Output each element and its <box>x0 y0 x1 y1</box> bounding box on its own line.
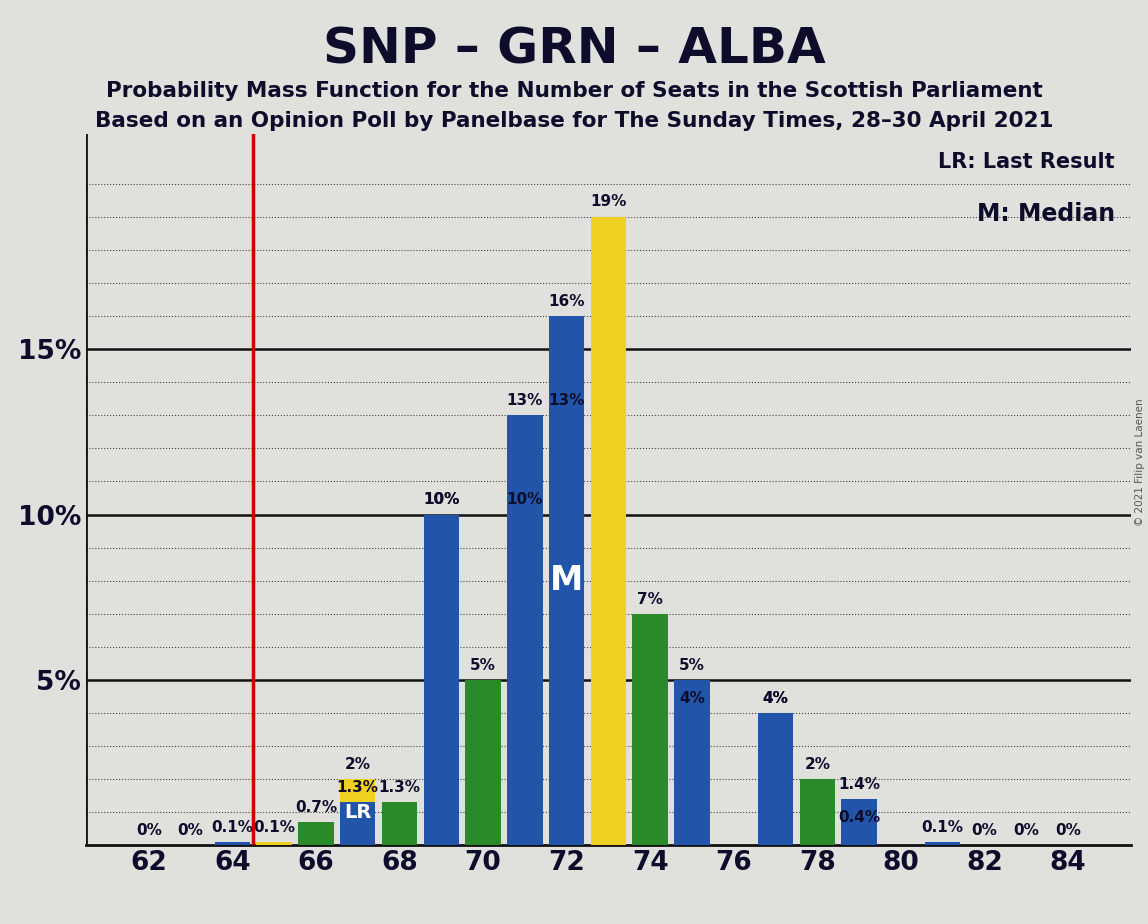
Text: 0%: 0% <box>135 823 162 838</box>
Text: 4%: 4% <box>762 691 789 706</box>
Text: 5%: 5% <box>680 658 705 673</box>
Text: 7%: 7% <box>637 591 664 606</box>
Text: 19%: 19% <box>590 194 627 210</box>
Text: 4%: 4% <box>680 691 705 706</box>
Bar <box>382 802 417 845</box>
Text: 0.4%: 0.4% <box>838 810 881 825</box>
Text: 0.7%: 0.7% <box>295 800 338 815</box>
Text: 0%: 0% <box>178 823 203 838</box>
Text: 16%: 16% <box>549 294 584 309</box>
Bar <box>549 316 584 845</box>
Bar <box>507 515 543 845</box>
Bar <box>758 713 793 845</box>
Text: 2%: 2% <box>344 757 371 772</box>
Bar <box>841 799 877 845</box>
Text: 1.4%: 1.4% <box>838 777 881 792</box>
Bar <box>674 713 709 845</box>
Text: 0.1%: 0.1% <box>211 820 254 835</box>
Bar <box>591 217 626 845</box>
Text: 0%: 0% <box>1055 823 1081 838</box>
Text: Based on an Opinion Poll by Panelbase for The Sunday Times, 28–30 April 2021: Based on an Opinion Poll by Panelbase fo… <box>95 111 1053 131</box>
Bar <box>841 833 877 845</box>
Text: 13%: 13% <box>506 393 543 408</box>
Text: 4%: 4% <box>762 691 789 706</box>
Bar <box>256 842 292 845</box>
Bar <box>215 842 250 845</box>
Bar <box>758 713 793 845</box>
Text: 0.1%: 0.1% <box>254 820 295 835</box>
Bar <box>340 802 375 845</box>
Bar <box>633 614 668 845</box>
Bar <box>674 680 709 845</box>
Text: M: M <box>550 565 583 597</box>
Text: 10%: 10% <box>506 492 543 507</box>
Bar <box>925 842 961 845</box>
Text: 10%: 10% <box>424 492 459 507</box>
Text: Probability Mass Function for the Number of Seats in the Scottish Parliament: Probability Mass Function for the Number… <box>106 81 1042 102</box>
Bar <box>424 515 459 845</box>
Text: © 2021 Filip van Laenen: © 2021 Filip van Laenen <box>1135 398 1145 526</box>
Text: 0%: 0% <box>1014 823 1039 838</box>
Bar <box>424 515 459 845</box>
Text: 1.3%: 1.3% <box>336 780 379 796</box>
Text: 13%: 13% <box>549 393 584 408</box>
Bar <box>549 415 584 845</box>
Bar <box>465 680 501 845</box>
Bar <box>298 822 334 845</box>
Text: SNP – GRN – ALBA: SNP – GRN – ALBA <box>323 26 825 74</box>
Text: 5%: 5% <box>471 658 496 673</box>
Text: M: Median: M: Median <box>977 201 1115 225</box>
Bar <box>340 779 375 845</box>
Text: LR: LR <box>344 803 372 821</box>
Bar <box>507 415 543 845</box>
Text: 0.1%: 0.1% <box>922 820 963 835</box>
Text: 10%: 10% <box>424 492 459 507</box>
Text: LR: Last Result: LR: Last Result <box>938 152 1115 172</box>
Text: 2%: 2% <box>805 757 830 772</box>
Bar <box>800 779 835 845</box>
Text: 0%: 0% <box>971 823 998 838</box>
Text: 1.3%: 1.3% <box>379 780 420 796</box>
